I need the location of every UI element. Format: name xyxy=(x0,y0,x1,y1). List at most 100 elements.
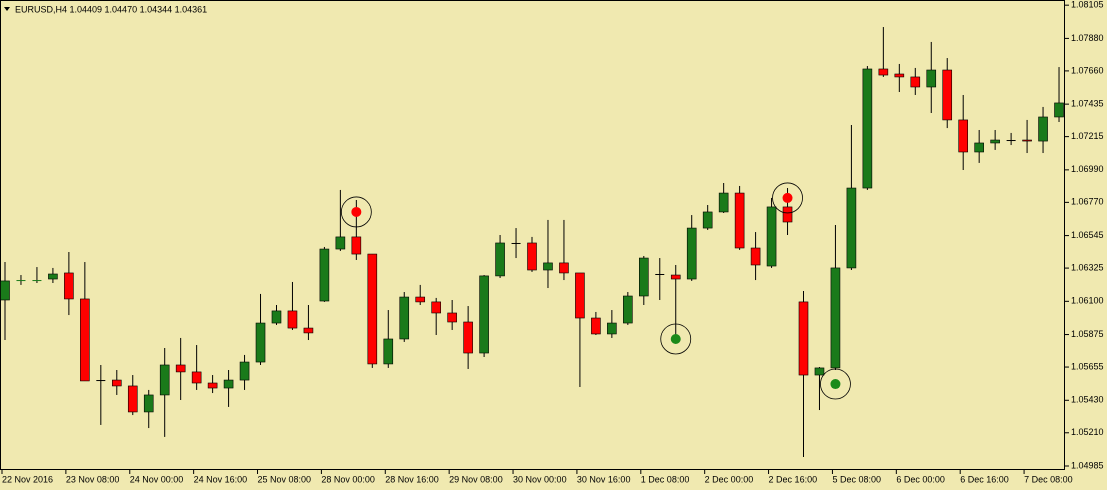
candle-body xyxy=(175,364,186,373)
candle-body xyxy=(718,192,729,213)
y-tick-label: 1.07435 xyxy=(1071,99,1104,109)
candle-body xyxy=(447,312,457,323)
y-tick-label: 1.04985 xyxy=(1071,460,1104,470)
y-tick-label: 1.06100 xyxy=(1071,296,1104,306)
candle-body xyxy=(16,280,26,282)
x-tick-label: 5 Dec 08:00 xyxy=(832,474,881,484)
candle-body xyxy=(814,367,825,376)
candle-body xyxy=(878,68,889,76)
menu-triangle[interactable] xyxy=(4,7,10,11)
candle-body xyxy=(255,322,266,363)
candle-body xyxy=(638,257,649,297)
y-tick-label: 1.06545 xyxy=(1071,230,1104,240)
candle-body xyxy=(846,187,857,269)
candle-body xyxy=(48,273,58,280)
candle-body xyxy=(367,253,378,365)
candle-body xyxy=(271,310,282,324)
y-tick-label: 1.05655 xyxy=(1071,361,1104,371)
candle-body xyxy=(32,280,42,282)
candle-body xyxy=(431,301,441,314)
x-tick-label: 2 Dec 00:00 xyxy=(705,474,754,484)
candle-body xyxy=(319,248,330,302)
y-tick-label: 1.07880 xyxy=(1071,33,1104,43)
signal-ring xyxy=(820,368,851,400)
candle-body xyxy=(207,382,218,389)
candle-body xyxy=(623,295,633,324)
candle-body xyxy=(942,69,953,121)
candle-body xyxy=(830,267,841,369)
y-tick-label: 1.06325 xyxy=(1071,262,1104,272)
candle-body xyxy=(1054,102,1064,118)
candle-body xyxy=(575,272,585,319)
x-tick-label: 30 Nov 16:00 xyxy=(577,474,631,484)
y-tick-label: 1.07215 xyxy=(1071,131,1104,141)
candle-body xyxy=(383,338,394,365)
x-tick-label: 29 Nov 08:00 xyxy=(449,474,503,484)
candle-body xyxy=(974,142,984,153)
candle-body xyxy=(191,371,202,384)
candle-body xyxy=(686,227,697,280)
y-tick-label: 1.05875 xyxy=(1071,329,1104,339)
x-tick-label: 24 Nov 16:00 xyxy=(194,474,248,484)
candle-body xyxy=(655,273,665,275)
candle-body xyxy=(96,380,106,382)
x-tick-label: 23 Nov 08:00 xyxy=(66,474,120,484)
y-tick-label: 1.06770 xyxy=(1071,197,1104,207)
x-tick-label: 1 Dec 08:00 xyxy=(641,474,690,484)
candle-body xyxy=(990,139,1000,144)
candle-body xyxy=(479,275,489,354)
candle-body xyxy=(926,69,937,88)
candle-body xyxy=(143,394,154,413)
x-tick-label: 25 Nov 08:00 xyxy=(258,474,312,484)
candle-body xyxy=(1006,140,1016,142)
signal-ring xyxy=(340,196,372,228)
y-tick-label: 1.06990 xyxy=(1071,164,1104,174)
y-tick-label: 1.07660 xyxy=(1071,65,1104,75)
candle-body xyxy=(239,361,250,381)
candle-body xyxy=(766,206,777,267)
candle-body xyxy=(958,119,969,153)
candle-body xyxy=(734,192,745,249)
y-tick-label: 1.08105 xyxy=(1071,0,1104,10)
candle-body xyxy=(750,247,761,266)
candle-body xyxy=(111,379,122,387)
candle-body xyxy=(591,317,601,335)
signal-dot xyxy=(670,333,681,344)
candle-body xyxy=(543,262,553,271)
candle-body xyxy=(1038,116,1048,142)
candle-body xyxy=(670,274,681,280)
candle-body xyxy=(862,68,873,189)
candle-body xyxy=(415,296,426,303)
candle-body xyxy=(798,301,809,376)
x-tick-label: 28 Nov 00:00 xyxy=(321,474,375,484)
candle-body xyxy=(399,296,410,340)
candle-body xyxy=(607,322,617,335)
candle-body xyxy=(335,236,346,250)
y-tick-label: 1.05430 xyxy=(1071,395,1104,405)
candle-body xyxy=(702,211,713,229)
candle-body xyxy=(351,236,362,255)
x-tick-label: 6 Dec 16:00 xyxy=(960,474,1009,484)
candle-body xyxy=(223,379,234,389)
signal-dot xyxy=(830,379,841,390)
plot-frame xyxy=(0,0,1065,470)
candle-body xyxy=(127,385,138,413)
signal-dot xyxy=(351,206,362,217)
signal-ring xyxy=(772,182,803,214)
candle-body xyxy=(0,280,10,301)
candle-body xyxy=(910,76,921,88)
candle-body xyxy=(495,242,505,277)
x-tick-label: 6 Dec 00:00 xyxy=(896,474,945,484)
x-tick-label: 7 Dec 08:00 xyxy=(1024,474,1073,484)
candle-body xyxy=(1022,139,1032,142)
x-tick-label: 2 Dec 16:00 xyxy=(769,474,818,484)
signal-ring xyxy=(660,323,692,355)
candle-body xyxy=(894,73,905,78)
candle-body xyxy=(64,272,74,300)
candle-body xyxy=(463,321,473,354)
candle-body xyxy=(559,262,569,274)
candle-body xyxy=(287,310,298,329)
y-tick-label: 1.05210 xyxy=(1071,427,1104,437)
